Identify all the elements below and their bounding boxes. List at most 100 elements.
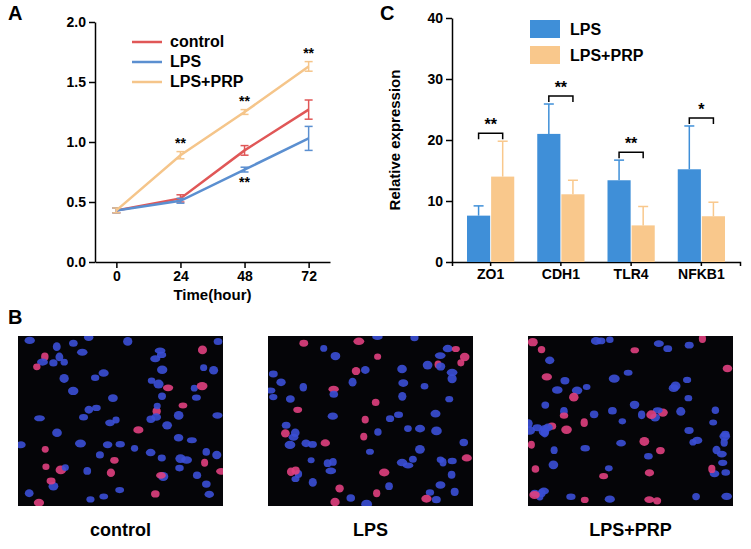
nucleus xyxy=(374,428,381,436)
nucleus xyxy=(324,459,332,467)
legend-label: LPS xyxy=(170,53,201,70)
x-axis: 0244872 xyxy=(96,262,331,284)
nucleus xyxy=(432,496,441,503)
bracket xyxy=(549,96,573,102)
nucleus xyxy=(645,469,654,476)
nucleus xyxy=(18,441,26,448)
nucleus xyxy=(421,495,431,503)
nucleus xyxy=(374,354,381,360)
tick-label: 0.5 xyxy=(67,194,87,210)
error-line xyxy=(548,104,550,134)
tick-label: CDH1 xyxy=(542,266,580,282)
error-cap xyxy=(305,99,313,101)
nucleus xyxy=(53,342,61,351)
error-cap xyxy=(708,201,718,203)
nucleus xyxy=(639,437,649,446)
tick: 0 xyxy=(113,262,121,284)
nucleus xyxy=(599,473,608,479)
nucleus xyxy=(34,415,45,421)
image-caption: LPS xyxy=(353,520,388,540)
tick-mark xyxy=(446,140,452,142)
nucleus xyxy=(616,440,626,447)
nucleus xyxy=(566,493,575,500)
nucleus xyxy=(448,458,457,464)
nucleus xyxy=(321,439,330,446)
nucleus xyxy=(68,387,78,395)
nucleus xyxy=(581,497,589,503)
bracket xyxy=(689,118,713,124)
error-line xyxy=(689,126,691,169)
nucleus xyxy=(112,417,119,424)
nucleus xyxy=(372,399,380,406)
nucleus xyxy=(33,363,40,370)
nucleus xyxy=(212,412,222,419)
nucleus xyxy=(25,337,35,344)
tick-label: 72 xyxy=(301,268,317,284)
nucleus xyxy=(718,460,727,466)
tick: CDH1 xyxy=(542,262,580,282)
nucleus xyxy=(397,365,407,374)
nucleus xyxy=(131,445,138,452)
legend-label: LPS+PRP xyxy=(170,73,244,90)
error-bar xyxy=(176,198,184,203)
nucleus xyxy=(331,352,341,360)
nucleus xyxy=(202,448,210,456)
nucleus xyxy=(286,395,295,403)
nucleus xyxy=(609,374,620,382)
nucleus xyxy=(372,336,382,340)
nucleus xyxy=(96,451,104,458)
error-cap xyxy=(112,212,120,214)
nucleus xyxy=(431,410,441,418)
nucleus xyxy=(158,393,166,400)
error-line xyxy=(244,146,246,156)
plot-area xyxy=(467,104,725,262)
tick-label: 0 xyxy=(113,268,121,284)
nucleus xyxy=(545,357,554,365)
nucleus xyxy=(398,392,406,401)
error-bar xyxy=(305,100,313,119)
tick: 40 xyxy=(427,10,452,26)
nucleus xyxy=(551,446,558,454)
error-cap xyxy=(305,150,313,152)
nucleus xyxy=(179,403,188,409)
error-cap xyxy=(112,212,120,214)
nucleus xyxy=(583,384,591,390)
nucleus xyxy=(349,378,357,387)
panel-label: B xyxy=(8,306,22,328)
annotation: ** xyxy=(239,174,250,190)
nucleus xyxy=(174,434,184,442)
nucleus xyxy=(42,446,49,453)
nucleus xyxy=(146,449,156,456)
nucleus xyxy=(435,352,446,359)
nucleus xyxy=(436,362,445,370)
nucleus xyxy=(25,489,34,497)
error-cap xyxy=(241,114,249,116)
nucleus xyxy=(155,348,166,354)
nucleus xyxy=(379,469,389,477)
nucleus xyxy=(282,422,291,429)
nucleus xyxy=(437,457,445,463)
nucleus xyxy=(608,407,617,415)
tick-label: 1.5 xyxy=(67,74,87,90)
error-line xyxy=(308,62,310,72)
nucleus xyxy=(362,416,369,424)
nucleus xyxy=(84,336,93,341)
nucleus xyxy=(541,401,549,408)
tick: 10 xyxy=(427,193,452,209)
nucleus xyxy=(293,407,302,413)
error-line xyxy=(618,160,620,180)
significance: ** xyxy=(555,79,568,96)
series xyxy=(112,62,312,213)
nucleus xyxy=(721,469,730,476)
nucleus xyxy=(415,425,425,433)
tick-mark xyxy=(446,18,452,20)
nucleus xyxy=(709,419,717,425)
nucleus xyxy=(373,489,380,497)
nucleus xyxy=(398,379,408,387)
error-bar xyxy=(241,110,249,115)
bar xyxy=(537,134,560,262)
error-line xyxy=(308,126,310,150)
nucleus xyxy=(676,407,685,416)
error-cap xyxy=(305,61,313,63)
nucleus xyxy=(360,433,367,441)
